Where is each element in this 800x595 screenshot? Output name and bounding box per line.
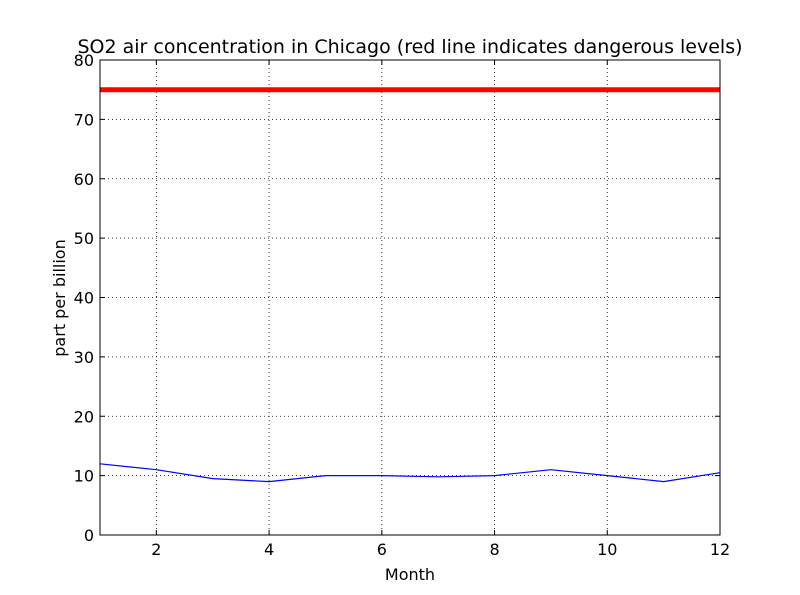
ticks <box>100 59 721 536</box>
y-tick-label: 0 <box>84 526 94 545</box>
x-tick-label: 10 <box>597 540 617 559</box>
y-tick-label: 10 <box>74 467 94 486</box>
x-tick-label: 12 <box>710 540 730 559</box>
x-tick-labels: 2 4 6 8 10 12 <box>151 540 730 559</box>
y-tick-label: 80 <box>74 51 94 70</box>
y-tick-label: 50 <box>74 229 94 248</box>
x-tick-label: 2 <box>151 540 161 559</box>
series-group <box>99 463 721 483</box>
y-tick-label: 60 <box>74 170 94 189</box>
y-tick-label: 40 <box>74 289 94 308</box>
y-tick-label: 70 <box>74 110 94 129</box>
y-tick-label: 30 <box>74 348 94 367</box>
x-axis-label: Month <box>385 565 435 584</box>
grid <box>100 60 721 535</box>
y-axis-label: part per billion <box>50 239 69 356</box>
so2-series-line <box>99 463 721 483</box>
chart-title: SO2 air concentration in Chicago (red li… <box>77 36 742 58</box>
y-tick-label: 20 <box>74 407 94 426</box>
x-tick-label: 8 <box>489 540 499 559</box>
x-tick-label: 4 <box>264 540 274 559</box>
y-tick-labels: 0 10 20 30 40 50 60 70 80 <box>74 51 94 545</box>
x-tick-label: 6 <box>377 540 387 559</box>
